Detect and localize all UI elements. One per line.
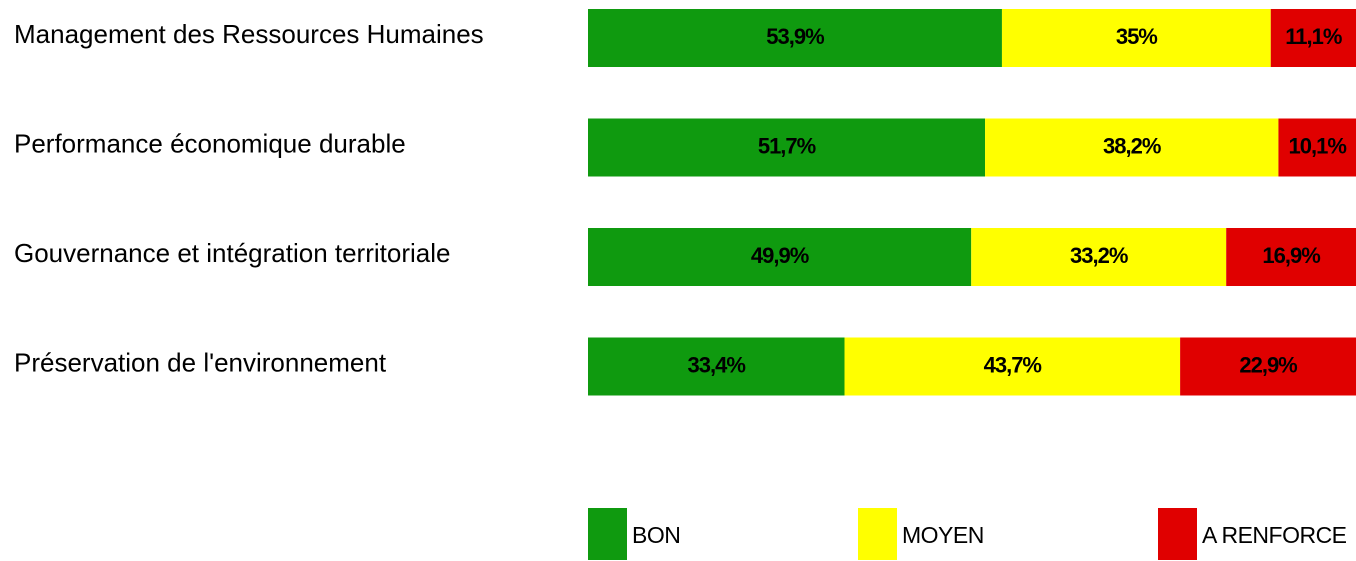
data-label: 49,9%	[751, 243, 809, 268]
bar-segment	[844, 337, 1181, 396]
data-label: 33,2%	[1070, 243, 1128, 268]
data-label: 51,7%	[758, 133, 816, 158]
data-label: 33,4%	[688, 352, 746, 377]
bar-segment	[985, 118, 1279, 177]
bar-segment	[1001, 9, 1271, 67]
bar-segment	[1180, 337, 1356, 396]
category-label: Management des Ressources Humaines	[14, 19, 484, 49]
data-label: 11,1%	[1285, 24, 1342, 49]
data-label: 38,2%	[1103, 133, 1161, 158]
legend-label: BON	[632, 522, 680, 548]
bar-segment	[588, 228, 972, 286]
data-label: 10,1%	[1289, 133, 1347, 158]
data-label: 16,9%	[1262, 243, 1320, 268]
legend-swatch	[588, 508, 627, 560]
bar-segment	[1270, 9, 1356, 67]
legend-swatch	[1158, 508, 1197, 560]
data-label: 43,7%	[984, 352, 1042, 377]
legend-swatch	[858, 508, 897, 560]
bar-segment	[1226, 228, 1356, 286]
bar-segment	[971, 228, 1227, 286]
data-label: 53,9%	[766, 24, 824, 49]
category-label: Préservation de l'environnement	[14, 347, 387, 377]
bar-segment	[588, 337, 845, 396]
data-label: 35%	[1116, 24, 1157, 49]
legend-label: MOYEN	[902, 522, 984, 548]
category-label: Performance économique durable	[14, 128, 406, 158]
bar-segment	[1278, 118, 1356, 177]
bar-segment	[588, 118, 986, 177]
bar-segment	[588, 9, 1002, 67]
category-label: Gouvernance et intégration territoriale	[14, 238, 450, 268]
legend-label: A RENFORCE	[1202, 522, 1347, 548]
data-label: 22,9%	[1239, 352, 1297, 377]
